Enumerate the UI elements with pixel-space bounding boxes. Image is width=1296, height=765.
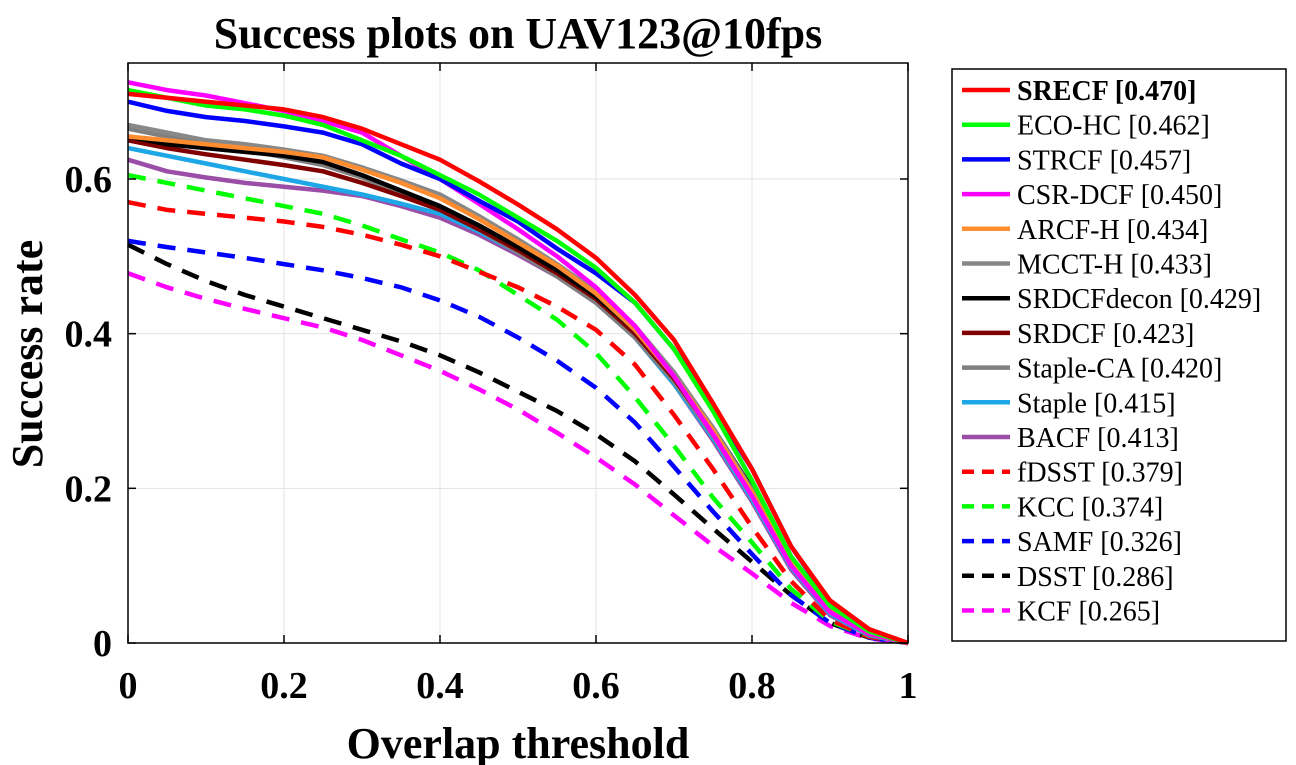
chart-title: Success plots on UAV123@10fps [214, 9, 823, 58]
series-line [127, 172, 909, 646]
x-tick-label: 0.6 [572, 665, 620, 707]
x-tick-label: 0.8 [728, 665, 776, 707]
series-line [127, 199, 909, 646]
axis-ticks: 0 0.2 0.4 0.6 0.8 1 0 0.2 0.4 0.6 [65, 63, 918, 707]
legend-label: Staple [0.415] [1017, 388, 1176, 419]
legend-label: SRECF [0.470] [1017, 76, 1196, 107]
y-tick-label: 0 [93, 623, 112, 665]
series-line [127, 238, 909, 646]
y-tick-label: 0.2 [65, 468, 113, 510]
legend-label: KCF [0.265] [1017, 597, 1160, 628]
legend-label: SRDCFdecon [0.429] [1017, 284, 1261, 315]
legend-label: DSST [0.286] [1017, 562, 1174, 593]
series-line [127, 91, 909, 646]
legend-label: Staple-CA [0.420] [1017, 354, 1222, 385]
legend-box [951, 68, 1287, 642]
series-line [127, 271, 909, 646]
legend-label: KCC [0.374] [1017, 492, 1163, 523]
legend-label: fDSST [0.379] [1017, 458, 1183, 489]
y-tick-label: 0.6 [65, 159, 113, 201]
legend-label: SRDCF [0.423] [1017, 319, 1194, 350]
y-axis-label: Success rate [3, 240, 52, 469]
x-tick-label: 0.2 [260, 665, 308, 707]
legend-label: SAMF [0.326] [1017, 527, 1182, 558]
legend-label: ARCF-H [0.434] [1017, 215, 1208, 246]
x-axis-label: Overlap threshold [347, 719, 690, 765]
x-tick-label: 1 [899, 665, 918, 707]
plot-area-frame [127, 62, 909, 644]
x-tick-label: 0 [119, 665, 138, 707]
series-line [127, 87, 909, 646]
y-tick-label: 0.4 [65, 314, 113, 356]
legend-label: MCCT-H [0.433] [1017, 250, 1212, 281]
legend-label: STRCF [0.457] [1017, 145, 1191, 176]
legend-label: BACF [0.413] [1017, 423, 1179, 454]
legend-label: CSR-DCF [0.450] [1017, 180, 1222, 211]
legend-label: ECO-HC [0.462] [1017, 111, 1210, 142]
x-tick-label: 0.4 [416, 665, 464, 707]
plot-lines [126, 80, 909, 646]
legend: SRECF [0.470] ECO-HC [0.462]STRCF [0.457]… [951, 68, 1287, 642]
